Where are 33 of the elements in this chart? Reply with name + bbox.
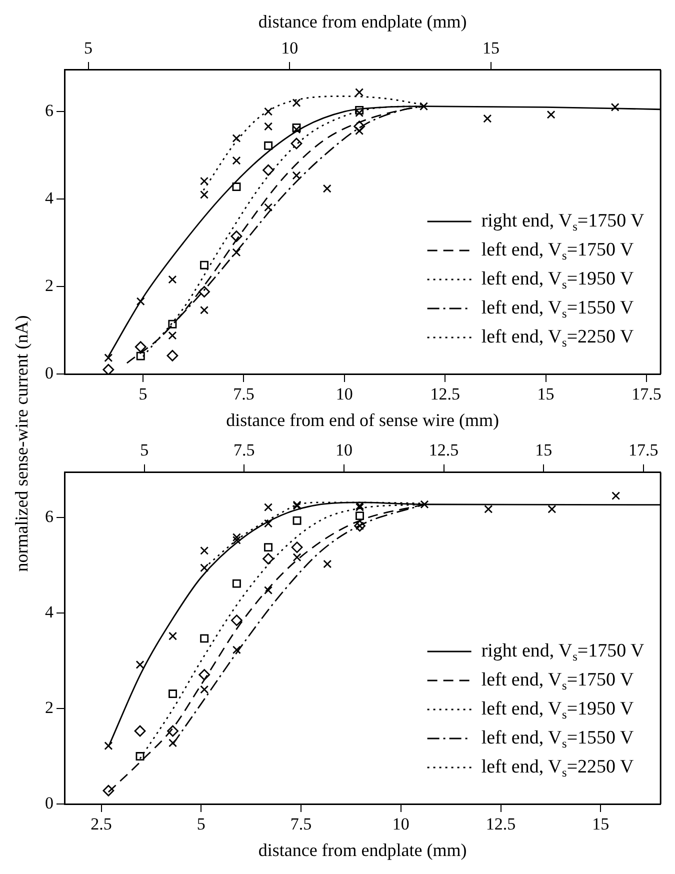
y-tick-label: 2: [45, 276, 54, 295]
y-axis-title: normalized sense-wire current (nA): [12, 314, 32, 572]
x2-tick-label: 15: [482, 38, 500, 58]
x-tick-label: 5: [196, 814, 206, 834]
x-tick-label: 10: [336, 384, 353, 404]
y-tick-label: 0: [45, 363, 54, 382]
x-tick-label: 7.5: [290, 814, 312, 834]
x2-tick-label: 17.5: [628, 440, 658, 460]
x2-tick-label: 10: [281, 38, 298, 58]
x2-axis-title: distance from endplate (mm): [258, 12, 467, 32]
x-tick-label: 7.5: [233, 384, 254, 404]
x-tick-label: 10: [392, 814, 410, 834]
x2-tick-label: 15: [535, 440, 552, 460]
y-tick-label: 6: [45, 507, 54, 526]
x-tick-label: 17.5: [632, 384, 662, 404]
x-tick-label: 2.5: [90, 814, 112, 834]
y-tick-label: 0: [45, 793, 54, 812]
x-axis-title: distance from endplate (mm): [258, 840, 467, 860]
x2-tick-label: 12.5: [428, 440, 459, 460]
x2-tick-label: 5: [140, 440, 149, 460]
x2-tick-label: 7.5: [234, 440, 255, 460]
y-tick-label: 4: [45, 602, 54, 622]
x-tick-label: 15: [592, 814, 610, 834]
x-tick-label: 5: [138, 384, 148, 404]
y-tick-label: 2: [45, 698, 54, 718]
x-axis-title: distance from end of sense wire (mm): [226, 410, 500, 430]
x2-tick-label: 10: [335, 440, 352, 460]
x-tick-label: 15: [537, 384, 554, 404]
x2-tick-label: 5: [84, 38, 93, 58]
y-tick-label: 6: [45, 101, 54, 120]
x-tick-label: 12.5: [486, 814, 516, 834]
x-tick-label: 12.5: [430, 384, 460, 404]
y-tick-label: 4: [45, 188, 54, 208]
